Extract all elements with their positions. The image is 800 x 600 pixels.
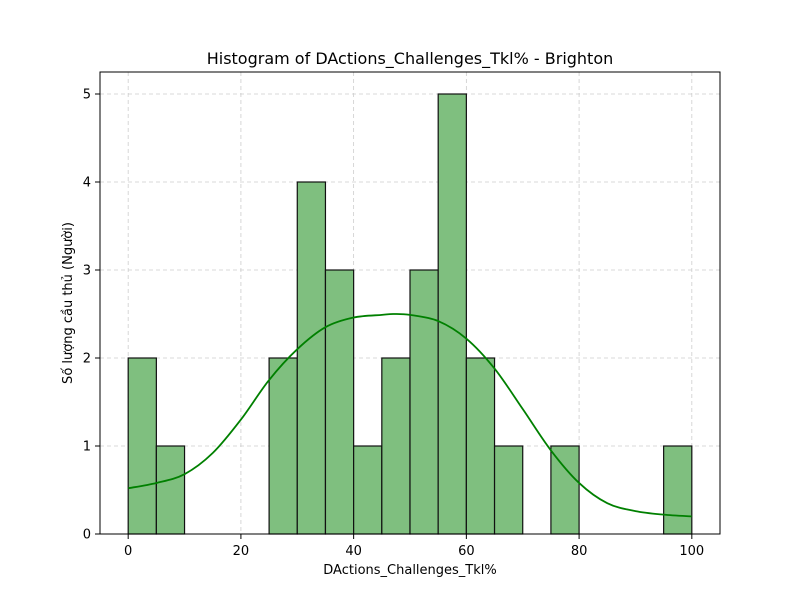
y-tick-label: 4 (83, 176, 91, 191)
plot-frame (99, 71, 721, 535)
histogram-bar (550, 445, 580, 535)
y-tick-label: 5 (83, 88, 91, 103)
histogram-bars (127, 93, 693, 535)
histogram-bar (127, 357, 157, 535)
y-axis-ticks: 0 1 2 3 4 5 (83, 88, 100, 543)
histogram-bar (324, 269, 355, 535)
x-tick-label: 0 (124, 544, 132, 559)
histogram-bar (493, 445, 524, 535)
y-tick-label: 3 (83, 264, 91, 279)
histogram-bar (155, 445, 186, 535)
x-tick-label: 100 (679, 544, 704, 559)
chart-title: Histogram of DActions_Challenges_Tkl% - … (207, 49, 614, 69)
x-tick-label: 60 (458, 544, 475, 559)
x-axis-label: DActions_Challenges_Tkl% (323, 563, 496, 578)
y-tick-label: 2 (83, 352, 91, 367)
histogram-bar (381, 357, 411, 535)
y-tick-label: 1 (83, 440, 91, 455)
x-tick-label: 40 (345, 544, 362, 559)
x-tick-label: 80 (571, 544, 588, 559)
histogram-bar (465, 357, 496, 535)
histogram-bar (437, 93, 467, 535)
histogram-bar (353, 445, 383, 535)
histogram-bar (268, 357, 298, 535)
y-tick-label: 0 (83, 528, 91, 543)
histogram-bar (409, 269, 439, 535)
y-axis-label: Số lượng cầu thủ (Người) (61, 222, 76, 384)
x-tick-label: 20 (233, 544, 250, 559)
histogram-bar (663, 445, 693, 535)
x-axis-ticks: 0 20 40 60 80 100 (124, 534, 704, 559)
kde-curve (128, 313, 692, 518)
histogram-bar (296, 181, 327, 535)
kde-curve-layer (128, 313, 692, 518)
